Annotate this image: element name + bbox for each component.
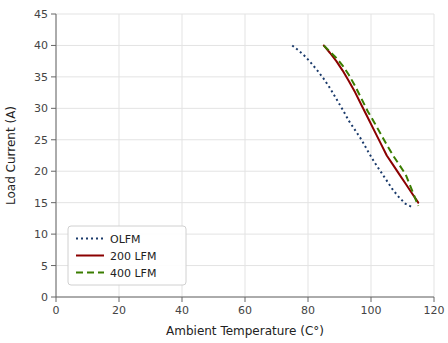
grid-line-y xyxy=(56,45,434,46)
y-tick xyxy=(51,108,56,109)
grid-line-y xyxy=(56,76,434,77)
legend-swatch xyxy=(76,272,104,274)
y-tick xyxy=(51,14,56,15)
y-tick-label: 5 xyxy=(41,260,48,273)
y-tick-label: 25 xyxy=(34,134,48,147)
legend-box xyxy=(68,226,186,285)
grid-line-x xyxy=(245,14,246,297)
legend-label: 200 LFM xyxy=(110,250,156,263)
series-line xyxy=(292,45,412,207)
y-tick-label: 45 xyxy=(34,8,48,21)
y-axis-line xyxy=(56,14,57,297)
y-tick xyxy=(51,139,56,140)
grid-line-y xyxy=(56,108,434,109)
y-tick-label: 40 xyxy=(34,39,48,52)
grid-line-y xyxy=(56,139,434,140)
x-tick-label: 100 xyxy=(361,304,382,317)
legend-swatch xyxy=(76,255,104,257)
y-tick-label: 10 xyxy=(34,228,48,241)
x-tick-label: 80 xyxy=(301,304,315,317)
y-tick xyxy=(51,202,56,203)
x-tick xyxy=(308,297,309,302)
y-tick-label: 30 xyxy=(34,102,48,115)
x-tick xyxy=(119,297,120,302)
x-tick xyxy=(182,297,183,302)
y-tick-label: 15 xyxy=(34,197,48,210)
grid-line-x xyxy=(308,14,309,297)
y-axis-label: Load Current (A) xyxy=(4,106,18,205)
grid-line-x xyxy=(56,14,57,297)
y-tick xyxy=(51,171,56,172)
legend: OLFM 200 LFM 400 LFM xyxy=(68,226,186,285)
y-tick xyxy=(51,45,56,46)
y-tick xyxy=(51,234,56,235)
chart: 0 20 40 60 80 100 120 0 5 10 15 20 25 30 35 40 45 Ambient… xyxy=(0,0,448,343)
legend-label: OLFM xyxy=(110,233,141,246)
grid-line-x xyxy=(434,14,435,297)
grid-line-y xyxy=(56,14,434,15)
x-tick xyxy=(245,297,246,302)
x-tick-label: 40 xyxy=(175,304,189,317)
x-axis-label: Ambient Temperature (C°) xyxy=(166,324,324,338)
x-axis-line xyxy=(56,297,434,298)
x-tick-label: 60 xyxy=(238,304,252,317)
x-tick-label: 20 xyxy=(112,304,126,317)
grid-line-y xyxy=(56,171,434,172)
y-tick xyxy=(51,76,56,77)
legend-swatch xyxy=(76,238,104,240)
legend-label: 400 LFM xyxy=(110,267,156,280)
grid-line-y xyxy=(56,202,434,203)
grid xyxy=(56,14,434,297)
series-line xyxy=(324,45,419,205)
y-tick-label: 35 xyxy=(34,71,48,84)
x-tick-label: 120 xyxy=(424,304,445,317)
x-tick xyxy=(371,297,372,302)
y-tick xyxy=(51,297,56,298)
y-tick-label: 20 xyxy=(34,165,48,178)
series-line xyxy=(324,45,419,202)
x-tick-label: 0 xyxy=(53,304,60,317)
series-group xyxy=(292,45,418,207)
y-tick-label: 0 xyxy=(41,291,48,304)
axes: 0 20 40 60 80 100 120 0 5 10 15 20 25 30 35 40 45 xyxy=(34,8,445,317)
grid-line-y xyxy=(56,297,434,298)
x-tick xyxy=(56,297,57,302)
y-tick xyxy=(51,265,56,266)
x-tick xyxy=(434,297,435,302)
